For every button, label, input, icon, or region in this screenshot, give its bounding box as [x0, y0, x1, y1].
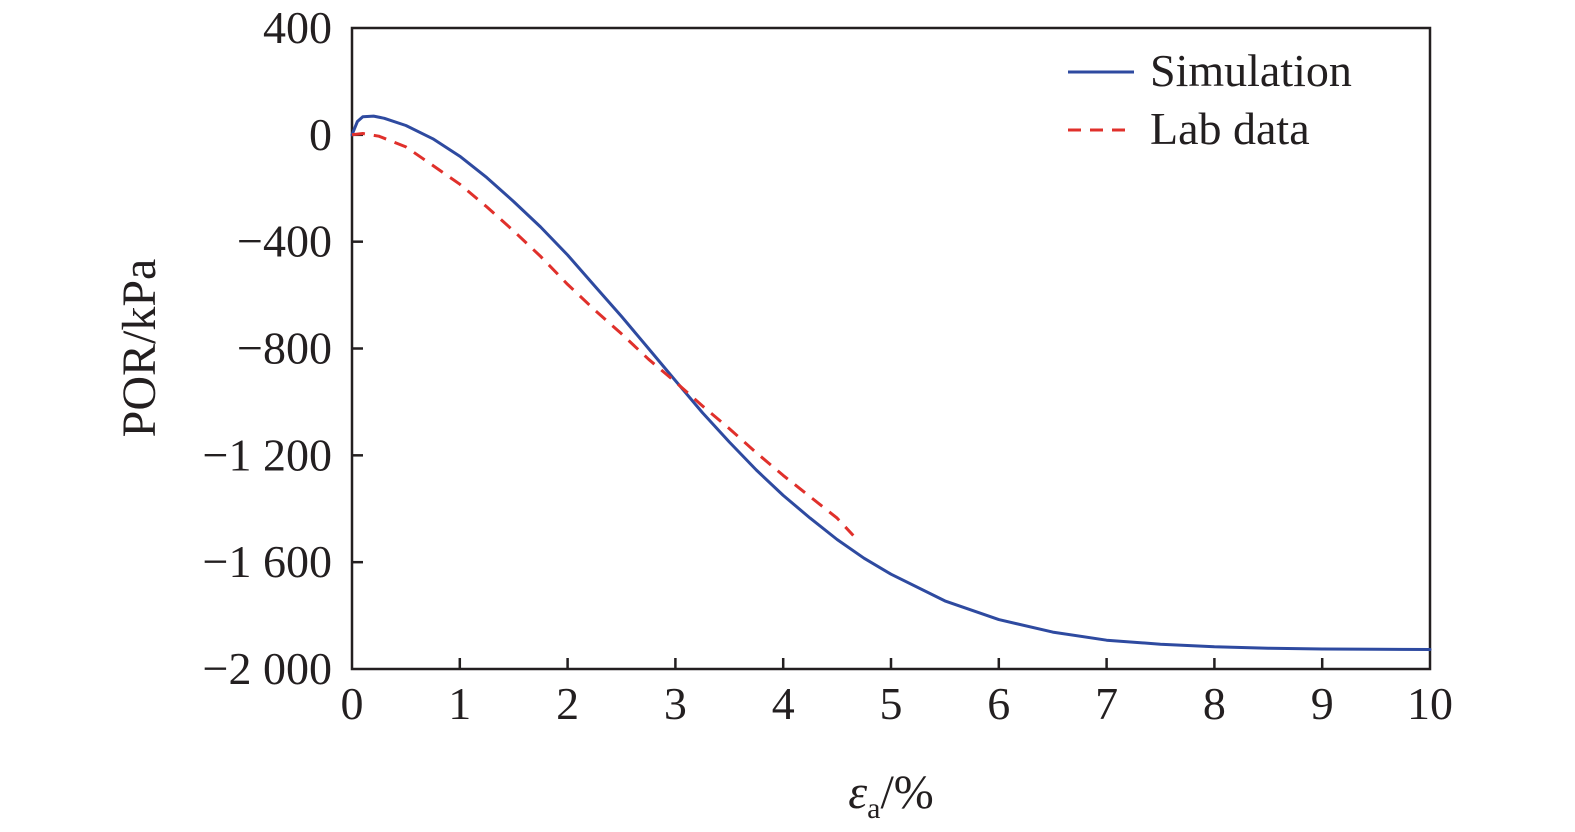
x-tick-label: 5: [880, 678, 903, 729]
x-tick-label: 9: [1311, 678, 1334, 729]
y-tick-label: −400: [237, 216, 332, 267]
series-line-lab-data: [351, 132, 855, 537]
x-tick-label: 0: [341, 678, 364, 729]
legend-label-simulation: Simulation: [1150, 45, 1352, 96]
x-tick-label: 1: [448, 678, 471, 729]
x-tick-label: 7: [1095, 678, 1118, 729]
series-layer: [350, 114, 1432, 651]
y-tick-label: 400: [263, 2, 332, 53]
legend-label-lab-data: Lab data: [1150, 103, 1310, 154]
x-tick-label: 6: [987, 678, 1010, 729]
axis-ticks: 0 1 2 3 4 5 6 7 8 9 10 400 0 −400 −800 −1 200 −1 600 −2 0…: [203, 2, 1453, 729]
series-line-simulation: [350, 114, 1432, 651]
y-tick-label: 0: [309, 109, 332, 160]
x-tick-label: 2: [556, 678, 579, 729]
x-tick-label: 10: [1407, 678, 1453, 729]
x-tick-label: 8: [1203, 678, 1226, 729]
y-tick-label: −1 200: [203, 429, 332, 480]
y-tick-label: −1 600: [203, 536, 332, 587]
x-axis-subscript: a: [867, 792, 880, 825]
y-tick-label: −800: [237, 323, 332, 374]
y-axis-title: POR/kPa: [113, 259, 166, 438]
y-tick-label: −2 000: [203, 643, 332, 694]
x-tick-label: 4: [772, 678, 795, 729]
x-axis-title: εa/%: [848, 766, 934, 825]
x-axis-symbol: ε: [848, 766, 867, 819]
x-tick-label: 3: [664, 678, 687, 729]
x-axis-unit: /%: [880, 766, 933, 819]
legend: Simulation Lab data: [1068, 45, 1352, 154]
